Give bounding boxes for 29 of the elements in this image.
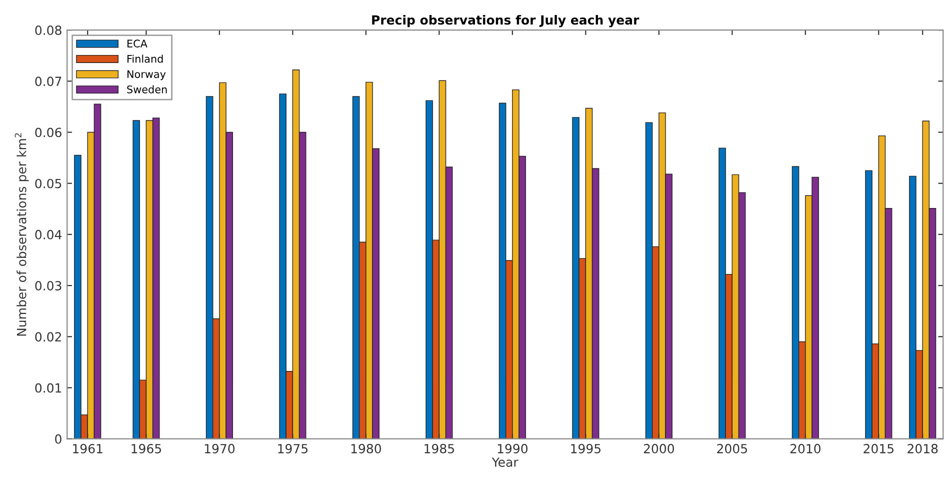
x-tick-label: 1961	[73, 444, 102, 454]
y-tick-label: 0.04	[35, 230, 62, 240]
x-tick-label: 2000	[644, 444, 674, 454]
y-axis-title: Number of observations per km$^{2}$	[14, 133, 29, 336]
x-tick-label: 2010	[790, 444, 820, 454]
x-tick-label: 1965	[132, 444, 162, 454]
y-tick-label: 0.06	[35, 128, 62, 138]
y-tick-label: 0.07	[35, 76, 62, 86]
x-tick-label: 1985	[424, 444, 454, 454]
legend-label: Norway	[127, 70, 166, 80]
y-tick-label: 0.02	[35, 332, 61, 342]
chart-title: Precip observations for July each year	[372, 14, 640, 28]
legend-label: ECA	[127, 40, 148, 48]
legend-label: Finland	[127, 54, 163, 63]
x-tick-label: 1970	[204, 444, 235, 454]
y-tick-label: 0.05	[35, 178, 62, 188]
y-tick-label: 0	[55, 434, 62, 444]
x-tick-label: 2005	[717, 444, 747, 454]
x-tick-label: 1980	[351, 444, 382, 454]
y-tick-label: 0.08	[35, 26, 62, 35]
x-tick-label: 1975	[278, 444, 308, 454]
legend-label: Sweden	[127, 85, 167, 94]
x-tick-label: 1995	[571, 444, 600, 454]
x-tick-label: 2015	[864, 444, 894, 454]
x-tick-label: 1990	[498, 444, 528, 454]
y-tick-label: 0.01	[35, 383, 62, 393]
x-axis-title: Year	[492, 458, 518, 467]
x-tick-label: 2018	[908, 444, 938, 454]
y-tick-label: 0.03	[35, 281, 62, 290]
